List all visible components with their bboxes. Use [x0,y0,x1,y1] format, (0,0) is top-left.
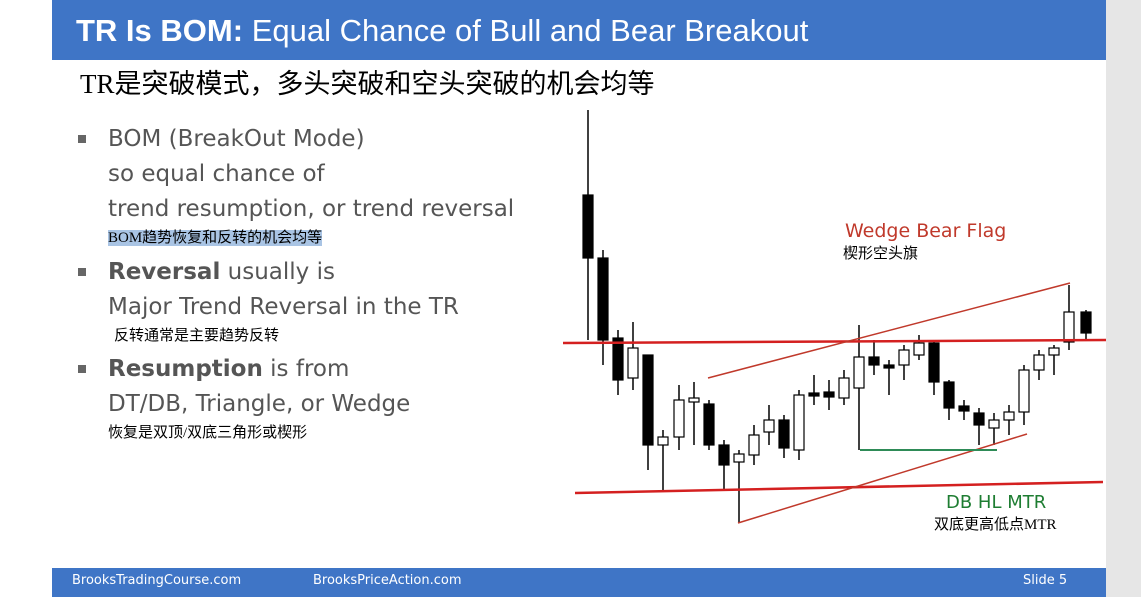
candle-body [718,444,730,466]
candle-body [1018,369,1030,413]
candle-body [868,356,880,366]
candle-body [673,399,685,438]
note: 反转通常是主要趋势反转 [114,328,280,344]
candle-body [763,419,775,433]
bullet-line: BOM (BreakOut Mode) [108,126,365,152]
candle-body [988,419,1000,429]
candle-body [973,412,985,426]
candle-body [657,436,669,446]
wedge-label: Wedge Bear Flag [845,220,1006,242]
wedge-note: 楔形空头旗 [843,245,918,262]
candle-body [1063,311,1075,343]
candle-body [793,394,805,451]
candle-body [913,342,925,356]
wedge-line [737,433,1028,524]
candle-body [688,397,700,403]
candle-body [853,356,865,389]
candle-body [582,194,594,259]
bullet: Resumption is from DT/DB, Triangle, or W… [78,352,411,444]
bullet-line: DT/DB, Triangle, or Wedge [108,391,411,417]
candle-body [823,391,835,398]
margin [1106,0,1141,597]
bullet-line: trend resumption, or trend reversal [108,196,515,222]
candle-body [642,354,654,446]
db-note: 双底更高低点MTR [934,516,1057,533]
slide: TR Is BOM: Equal Chance of Bull and Bear… [52,0,1106,597]
footer-right: Slide 5 [1023,573,1068,588]
bullet-text: is from [270,356,350,382]
candle-body [597,257,609,341]
candle-body [838,377,850,399]
footer: BrooksTradingCourse.com BrooksPriceActio… [52,568,1106,597]
title-bold: TR Is BOM: [76,13,244,48]
bullet-line: so equal chance of [108,161,325,187]
footer-middle: BrooksPriceAction.com [313,573,462,588]
bullet-bold: Reversal [108,259,221,285]
candle-body [778,419,790,449]
title-bar: TR Is BOM: Equal Chance of Bull and Bear… [52,0,1106,60]
range-top [562,338,1107,345]
bullet-text: usually is [227,259,335,285]
bullet: Reversal usually is Major Trend Reversal… [78,255,459,347]
db-label: DB HL MTR [946,492,1046,513]
candle-body [1003,411,1015,421]
candle-body [703,403,715,446]
range-bottom [574,480,1104,495]
candle-body [928,342,940,383]
subtitle: TR是突破模式，多头突破和空头突破的机会均等 [80,69,655,99]
candle-body [943,381,955,409]
footer-left: BrooksTradingCourse.com [72,573,242,588]
candle-body [1048,347,1060,356]
candle-body [808,392,820,397]
candle-body [627,347,639,379]
note: BOM趋势恢复和反转的机会均等 [108,230,323,246]
bullet-bold: Resumption [108,356,263,382]
candle-body [748,434,760,456]
candle-body [612,337,624,381]
candle-body [1080,311,1092,334]
bullet: BOM (BreakOut Mode) so equal chance of t… [78,122,515,249]
candle-body [733,453,745,463]
note: 恢复是双顶/双底三角形或楔形 [108,425,308,441]
candle-body [958,405,970,412]
candle-body [898,349,910,366]
bullet-line: Major Trend Reversal in the TR [108,294,459,320]
title: Equal Chance of Bull and Bear Breakout [251,13,809,48]
candle-body [883,364,895,369]
candle-body [1033,354,1045,371]
wedge-line [707,282,1071,379]
